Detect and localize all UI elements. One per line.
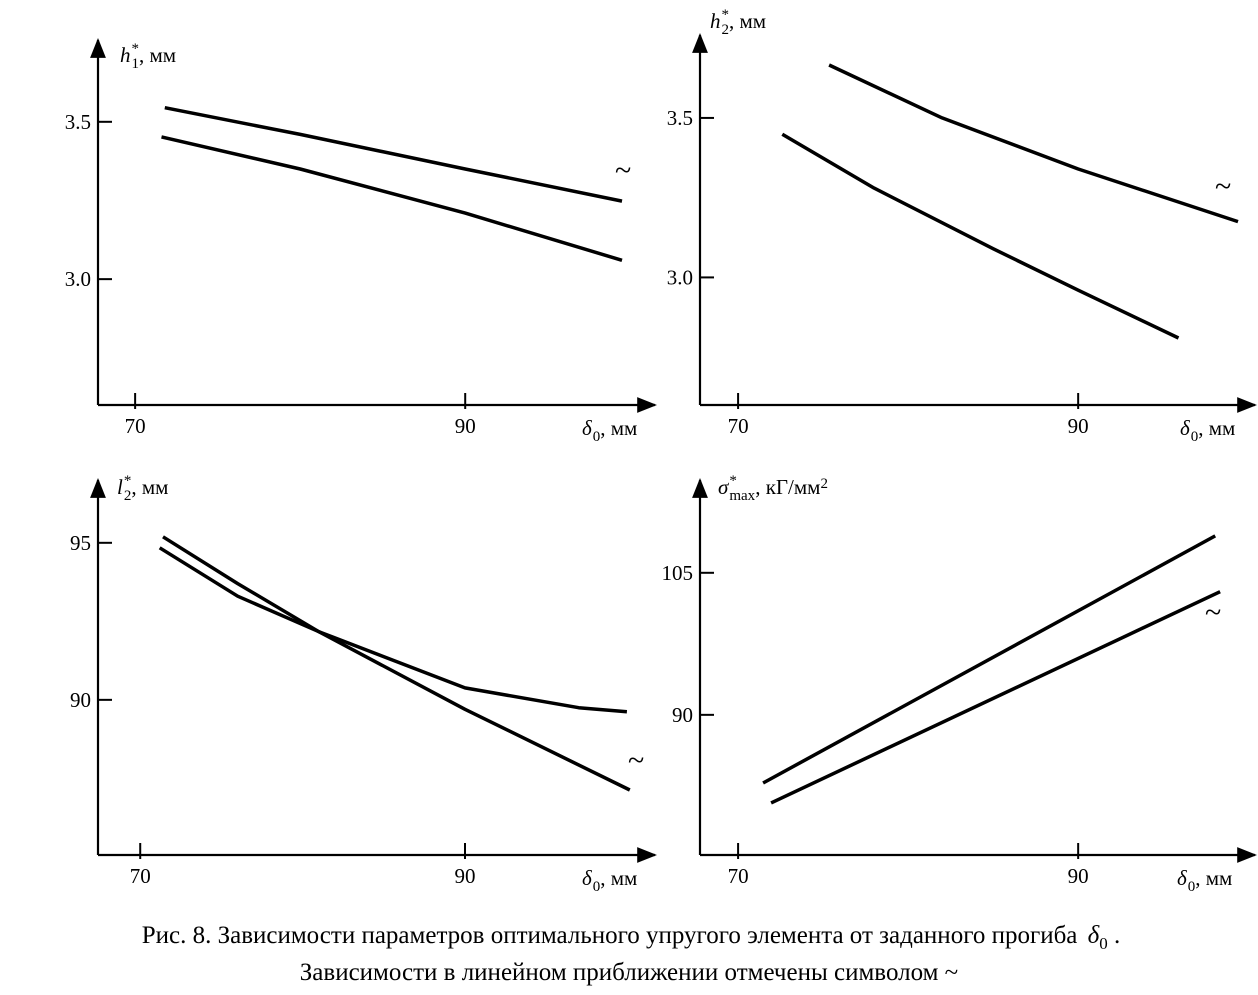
caption-text: Рис. 8. Зависимости параметров оптимальн… xyxy=(142,922,1084,949)
x-axis-label-sub: 0 xyxy=(1191,429,1199,445)
y-tick-label: 3.0 xyxy=(667,265,693,289)
x-tick-label: 90 xyxy=(1068,414,1089,438)
y-axis-label-unit: , мм xyxy=(729,9,766,33)
chart-panel: 3.53.070 90h *2, ммδ 0, мм~ xyxy=(667,7,1257,445)
chart-panel: 105 90 70 90 σ *max, кГ/мм 2 δ 0, мм ~ xyxy=(662,473,1257,895)
x-axis-label-unit: , мм xyxy=(1195,866,1232,890)
y-axis-label-sub: max xyxy=(729,488,755,504)
y-axis-label-unit: , мм xyxy=(139,43,176,67)
series-line xyxy=(158,546,628,714)
x-tick-label: 90 xyxy=(1068,864,1089,888)
x-axis-label-symbol: δ xyxy=(1180,416,1191,440)
x-axis-label-unit: , мм xyxy=(1198,416,1235,440)
x-axis-label-sub: 0 xyxy=(593,429,601,445)
series-line xyxy=(164,105,623,203)
x-tick-label: 70 xyxy=(728,864,749,888)
x-tick-label: 90 xyxy=(455,864,476,888)
x-axis-label-symbol: δ xyxy=(582,866,593,890)
x-tick-label: 90 xyxy=(455,414,476,438)
y-axis-label-symbol: h xyxy=(120,43,131,67)
series-line xyxy=(828,63,1239,224)
x-axis-label-unit: , мм xyxy=(600,866,637,890)
x-axis-label-symbol: δ xyxy=(1177,866,1188,890)
y-axis-label-sub: 1 xyxy=(132,56,140,72)
annotation: ~ xyxy=(1215,170,1231,203)
y-tick-label: 95 xyxy=(70,531,91,555)
y-axis-label-symbol: l xyxy=(117,475,123,499)
series-line xyxy=(161,135,623,262)
x-axis-label-sub: 0 xyxy=(1188,879,1196,895)
y-tick-label: 3.0 xyxy=(65,267,91,291)
chart-panel: 3.53.070 90h *1, ммδ 0, мм~ xyxy=(65,38,657,445)
x-tick-label: 70 xyxy=(728,414,749,438)
caption-end: . xyxy=(1108,922,1121,949)
series-line xyxy=(162,535,631,792)
annotation: ~ xyxy=(615,154,631,187)
y-axis-label-sup: * xyxy=(729,473,737,489)
x-tick-label: 70 xyxy=(130,864,151,888)
y-axis-label-unit: , кГ/мм xyxy=(755,475,820,499)
y-axis-label-unit: , мм xyxy=(131,475,168,499)
caption-sub: 0 xyxy=(1099,934,1108,953)
y-axis-label-sub: 2 xyxy=(124,488,132,504)
x-axis-label-sub: 0 xyxy=(593,879,601,895)
y-tick-label: 105 xyxy=(662,561,694,585)
annotation: ~ xyxy=(1205,596,1221,629)
series-line xyxy=(762,534,1217,785)
caption-line: Рис. 8. Зависимости параметров оптимальн… xyxy=(142,922,1121,953)
y-axis-label-symbol: h xyxy=(710,9,721,33)
y-axis-label-symbol: σ xyxy=(718,475,730,499)
y-tick-label: 3.5 xyxy=(65,110,91,134)
x-axis-label-symbol: δ xyxy=(582,416,593,440)
series-line xyxy=(781,132,1180,340)
x-tick-label: 70 xyxy=(125,414,146,438)
y-tick-label: 90 xyxy=(672,703,693,727)
x-axis-label-unit: , мм xyxy=(600,416,637,440)
y-tick-label: 90 xyxy=(70,688,91,712)
caption: Рис. 8. Зависимости параметров оптимальн… xyxy=(142,922,1121,986)
y-axis-label-sup: * xyxy=(722,7,730,23)
y-tick-label: 3.5 xyxy=(667,106,693,130)
y-axis-label-sup: * xyxy=(124,473,132,489)
caption-symbol: δ xyxy=(1088,922,1100,949)
caption-line: Зависимости в линейном приближении отмеч… xyxy=(300,959,958,986)
annotation: ~ xyxy=(628,744,644,777)
series-line xyxy=(770,590,1221,805)
y-axis-label-unit-sup: 2 xyxy=(820,476,828,492)
y-axis-label-sup: * xyxy=(132,41,140,57)
y-axis-label-sub: 2 xyxy=(722,22,730,38)
